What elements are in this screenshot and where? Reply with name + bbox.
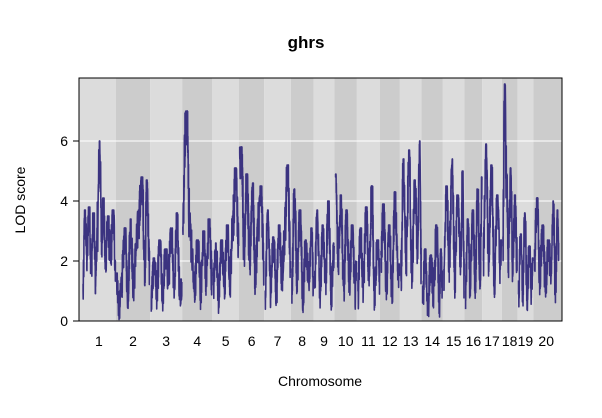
- lod-curve-chr14: [421, 224, 444, 318]
- y-axis-label: LOD score: [12, 166, 28, 233]
- x-tick-label-11: 11: [361, 333, 376, 349]
- lod-curve-chr7: [264, 164, 292, 311]
- y-tick-label-6: 6: [60, 133, 68, 149]
- lod-curve-chr4: [182, 110, 213, 311]
- y-tick-label-0: 0: [60, 313, 68, 329]
- lod-curve-chr16: [464, 176, 483, 310]
- chart-title: ghrs: [288, 33, 325, 52]
- lod-series: [82, 83, 560, 321]
- lod-curve-chr8: [291, 188, 315, 314]
- lod-curve-chr3: [150, 212, 183, 312]
- lod-curve-chr6: [238, 146, 265, 296]
- x-tick-label-5: 5: [222, 333, 230, 349]
- y-axis: 0 2 4 6: [60, 133, 79, 329]
- lod-curve-chr1: [82, 140, 117, 300]
- x-tick-label-18: 18: [502, 333, 518, 349]
- lod-curve-chr9: [313, 200, 335, 311]
- lod-curve-chr17: [482, 143, 503, 299]
- x-tick-label-10: 10: [338, 333, 354, 349]
- y-tick-label-4: 4: [60, 193, 68, 209]
- lod-curve-chr19: [517, 212, 534, 312]
- x-axis: 1 2 3 4 5 6 7 8 9 10 11 12 13 14 15 16 17 18 19 20: [95, 333, 554, 349]
- x-tick-label-6: 6: [248, 333, 256, 349]
- chromosome-band-10: [334, 78, 357, 321]
- lod-curve-chr10: [334, 173, 358, 310]
- lod-curve-chr5: [212, 167, 240, 315]
- x-tick-label-19: 19: [518, 333, 534, 349]
- x-tick-label-2: 2: [129, 333, 137, 349]
- x-tick-label-15: 15: [446, 333, 462, 349]
- y-tick-label-2: 2: [60, 253, 68, 269]
- lod-curve-chr15: [443, 158, 465, 299]
- plot-frame: [78, 77, 563, 322]
- x-tick-label-20: 20: [538, 333, 554, 349]
- x-tick-label-17: 17: [484, 333, 500, 349]
- x-tick-label-1: 1: [95, 333, 103, 349]
- x-tick-label-8: 8: [298, 333, 306, 349]
- x-tick-label-9: 9: [320, 333, 328, 349]
- x-tick-label-16: 16: [466, 333, 482, 349]
- x-tick-label-13: 13: [403, 333, 419, 349]
- lod-curve-chr11: [357, 185, 381, 311]
- x-tick-label-4: 4: [193, 333, 201, 349]
- lod-curve-chr13: [400, 140, 422, 292]
- x-tick-label-12: 12: [382, 333, 398, 349]
- lod-curve-chr2: [115, 176, 151, 321]
- x-tick-label-14: 14: [424, 333, 440, 349]
- x-axis-label: Chromosome: [278, 373, 362, 389]
- lod-curve-chr12: [380, 191, 401, 305]
- x-tick-label-3: 3: [162, 333, 170, 349]
- chromosome-band-12: [379, 78, 400, 321]
- lod-curve-chr20: [533, 197, 560, 304]
- lod-curve-chr18: [502, 83, 518, 283]
- x-tick-label-7: 7: [274, 333, 282, 349]
